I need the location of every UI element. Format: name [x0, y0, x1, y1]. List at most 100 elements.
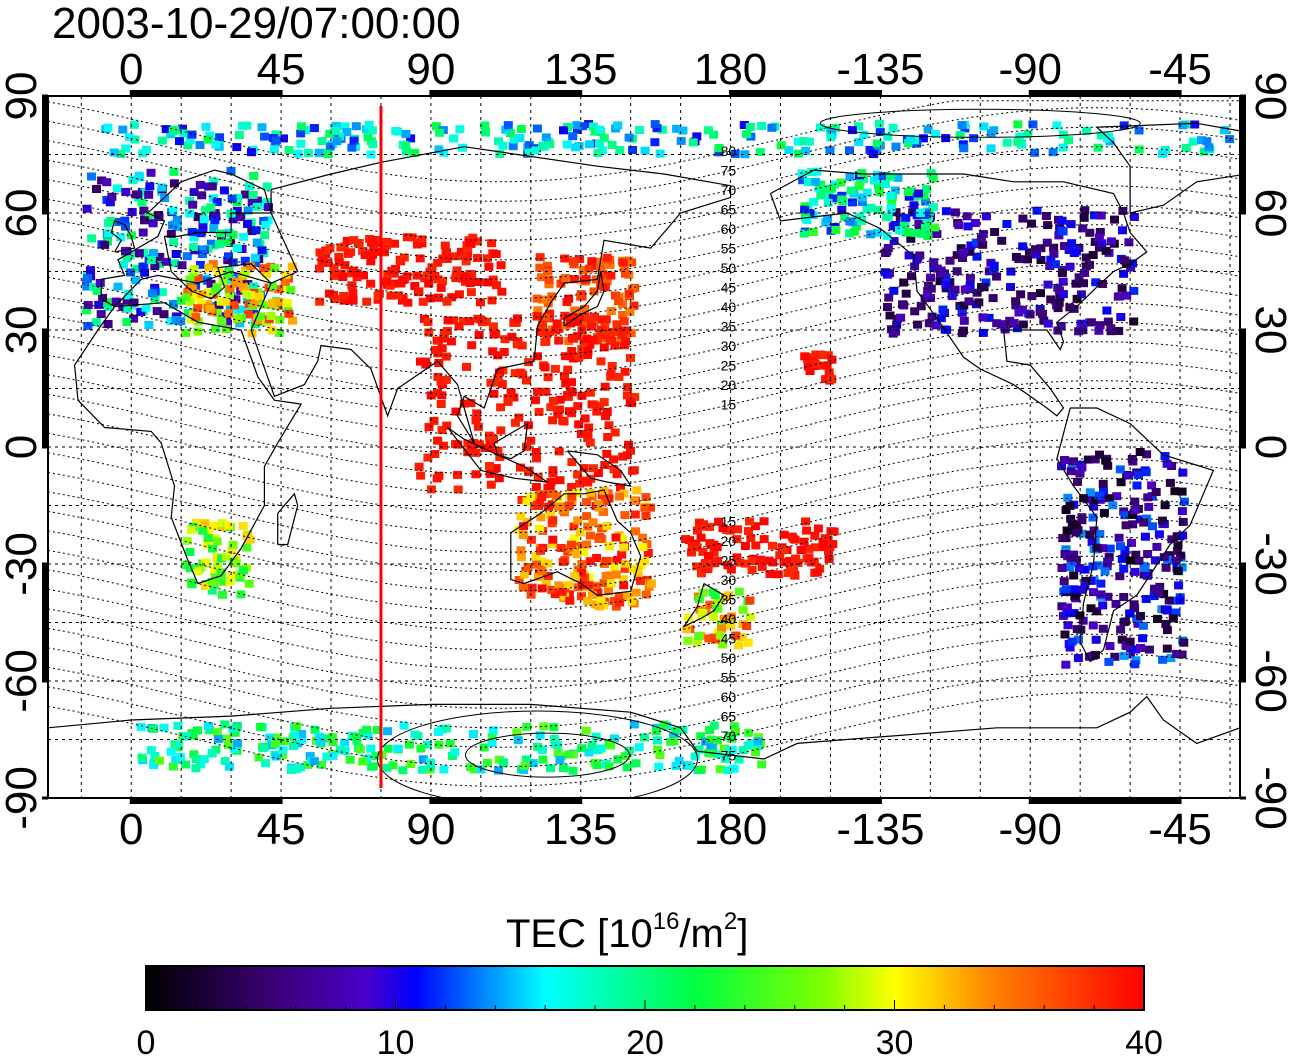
tec-cell — [654, 762, 664, 771]
tec-cell — [799, 537, 809, 546]
tec-cell — [620, 564, 630, 573]
tec-cell — [485, 462, 494, 470]
tec-cell — [242, 290, 252, 299]
tec-cell — [1078, 326, 1088, 335]
tec-cell — [545, 309, 555, 318]
tec-cell — [1159, 553, 1169, 562]
coast-asia — [250, 146, 732, 444]
geomagnetic-contour — [48, 536, 1240, 631]
tec-cell — [210, 567, 219, 576]
tec-cell — [196, 260, 205, 269]
tec-cell — [768, 541, 777, 550]
tec-cell — [279, 737, 289, 746]
tec-cell — [421, 360, 431, 369]
tec-cell — [179, 129, 189, 138]
tec-cell — [116, 149, 126, 158]
tec-cell — [544, 280, 554, 289]
tec-cell — [1178, 517, 1188, 526]
tec-cell — [582, 318, 591, 327]
x-tick-label-bottom: 135 — [544, 805, 617, 854]
geomagnetic-contour — [48, 165, 1240, 261]
tec-cell — [704, 551, 713, 560]
tec-cell — [857, 198, 867, 206]
tec-cell — [578, 122, 588, 131]
tec-cell — [553, 749, 563, 758]
tec-cell — [650, 120, 660, 129]
tec-cell — [418, 755, 428, 764]
tec-cell — [826, 133, 836, 142]
tec-cell — [1072, 625, 1082, 634]
tec-cell — [210, 216, 220, 225]
tec-cell — [1120, 511, 1130, 520]
tec-cell — [553, 502, 563, 511]
tec-cell — [602, 408, 612, 416]
tec-cell — [1043, 319, 1053, 328]
tec-cell — [950, 285, 960, 294]
tec-cell — [500, 335, 510, 344]
tec-cell — [238, 522, 248, 530]
tec-cell — [891, 142, 901, 151]
tec-cell — [369, 246, 379, 255]
tec-cell — [538, 295, 548, 304]
tec-cell — [568, 132, 578, 141]
tec-cell — [274, 285, 284, 294]
tec-cell — [423, 318, 433, 326]
tec-cell — [922, 185, 932, 193]
tec-cell — [382, 763, 392, 772]
tec-cell — [488, 275, 498, 284]
tec-cell — [671, 761, 681, 770]
tec-cell — [208, 544, 217, 553]
tec-cell — [531, 552, 541, 561]
tec-cell — [588, 122, 598, 131]
tec-cell — [332, 137, 342, 146]
tec-cell — [486, 480, 496, 489]
tec-cell — [82, 282, 92, 291]
tec-cell — [1134, 126, 1144, 135]
tec-cell — [827, 375, 837, 384]
tec-cell — [271, 733, 281, 742]
tec-cell — [292, 722, 302, 731]
tec-cell — [916, 302, 926, 311]
tec-cell — [451, 271, 461, 279]
tec-cell — [1081, 253, 1091, 262]
tec-cell — [1071, 555, 1081, 564]
south-pole-contour-outer — [377, 710, 698, 798]
tec-cell — [183, 141, 193, 150]
tec-cell — [638, 543, 648, 551]
tec-cell — [533, 387, 542, 396]
tec-cell — [424, 328, 434, 337]
tec-cell — [209, 224, 219, 233]
tec-cell — [1119, 269, 1129, 278]
tec-cell — [560, 372, 569, 380]
tec-cell — [596, 357, 606, 366]
tec-cell — [189, 750, 199, 759]
tec-cell — [653, 745, 663, 754]
tec-cell — [366, 257, 376, 266]
tec-cell — [687, 548, 696, 557]
tec-cell — [191, 755, 201, 763]
contour-label: 30 — [721, 338, 737, 354]
tec-cell — [724, 591, 734, 600]
tec-cell — [618, 311, 628, 319]
tec-cell — [705, 522, 715, 531]
tec-cell — [161, 257, 171, 266]
contour-label: 80 — [721, 143, 737, 159]
tec-cell — [1130, 567, 1140, 576]
y-tick-label-left: -90 — [0, 766, 46, 830]
tec-cell — [225, 577, 235, 586]
tec-cell — [368, 762, 378, 771]
tec-cell — [751, 748, 760, 757]
tec-cell — [362, 725, 372, 734]
tec-cell — [339, 296, 349, 305]
tec-cell — [848, 198, 857, 207]
tec-cell — [1089, 502, 1099, 511]
tec-cell — [309, 124, 319, 133]
tec-cell — [753, 737, 763, 746]
tec-cell — [233, 314, 243, 323]
tec-cell — [650, 138, 660, 147]
tec-cell — [217, 590, 227, 599]
tec-cell — [582, 498, 591, 507]
tec-cell — [621, 337, 631, 346]
tec-cell — [585, 531, 595, 540]
tec-cell — [434, 145, 444, 154]
